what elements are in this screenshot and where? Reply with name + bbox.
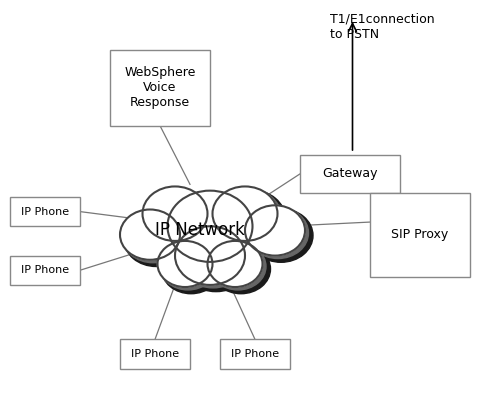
FancyBboxPatch shape [120,339,190,369]
Text: SIP Proxy: SIP Proxy [392,228,448,241]
Circle shape [212,244,270,294]
Circle shape [178,228,248,288]
Text: IP Network: IP Network [155,222,245,239]
FancyBboxPatch shape [10,256,80,285]
Circle shape [245,205,305,256]
Circle shape [122,212,184,263]
Circle shape [175,226,245,285]
FancyBboxPatch shape [370,193,470,277]
Circle shape [120,210,180,260]
Circle shape [168,191,252,262]
Text: IP Phone: IP Phone [21,207,69,217]
FancyBboxPatch shape [300,155,400,193]
Circle shape [215,189,281,244]
Circle shape [162,244,220,294]
Circle shape [146,190,216,248]
Circle shape [212,186,278,241]
Circle shape [249,209,313,262]
FancyBboxPatch shape [110,50,210,126]
Circle shape [160,243,216,290]
Circle shape [158,241,212,287]
Text: T1/E1connection
to PSTN: T1/E1connection to PSTN [330,13,434,41]
Text: IP Phone: IP Phone [21,265,69,275]
Text: Gateway: Gateway [322,167,378,181]
Circle shape [208,241,262,287]
Circle shape [248,207,308,259]
Circle shape [170,193,256,265]
Circle shape [172,194,260,269]
FancyBboxPatch shape [220,339,290,369]
Circle shape [216,190,286,248]
Circle shape [142,186,208,241]
Circle shape [179,230,253,292]
Text: WebSphere
Voice
Response: WebSphere Voice Response [124,67,196,109]
Text: IP Phone: IP Phone [231,349,279,359]
FancyBboxPatch shape [10,197,80,226]
Circle shape [145,189,211,244]
Circle shape [124,213,188,266]
Circle shape [210,243,266,290]
Text: IP Phone: IP Phone [131,349,179,359]
